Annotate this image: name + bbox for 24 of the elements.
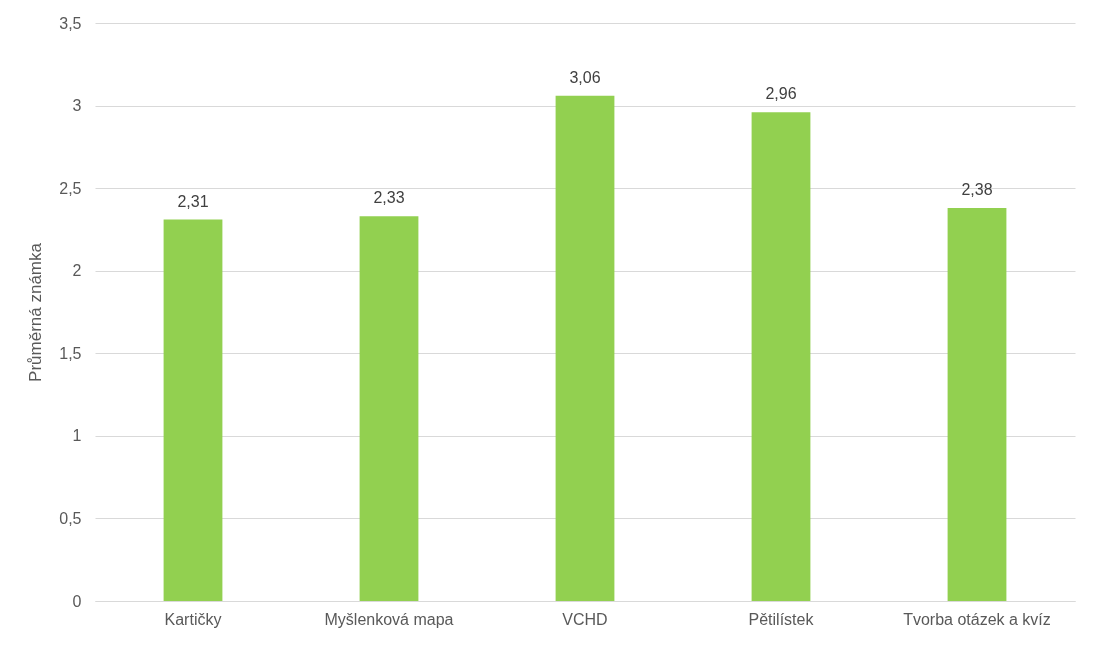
bar xyxy=(359,216,419,601)
y-tick-label: 0 xyxy=(72,592,82,610)
data-label: 2,31 xyxy=(177,192,209,210)
x-tick-label: Pětilístek xyxy=(748,610,815,628)
data-label: 2,96 xyxy=(765,85,797,103)
x-tick-label: Myšlenková mapa xyxy=(324,610,454,628)
data-label: 3,06 xyxy=(569,68,601,86)
data-label: 2,38 xyxy=(961,180,993,198)
y-tick-label: 1 xyxy=(72,427,82,445)
x-tick-label: Kartičky xyxy=(164,610,222,628)
bar xyxy=(163,219,223,601)
y-tick-label: 0,5 xyxy=(59,509,82,527)
bar xyxy=(555,95,615,601)
data-label: 2,33 xyxy=(373,189,405,207)
bar xyxy=(751,112,811,601)
y-tick-label: 2 xyxy=(72,262,82,280)
x-tick-label: VCHD xyxy=(562,610,608,628)
y-tick-label: 2,5 xyxy=(59,179,82,197)
bar xyxy=(947,207,1007,601)
y-tick-label: 3,5 xyxy=(59,14,82,32)
y-tick-label: 3 xyxy=(72,97,82,115)
y-tick-label: 1,5 xyxy=(59,344,82,362)
y-axis-title: Průměrná známka xyxy=(26,242,46,382)
x-tick-label: Tvorba otázek a kvíz xyxy=(903,610,1051,628)
